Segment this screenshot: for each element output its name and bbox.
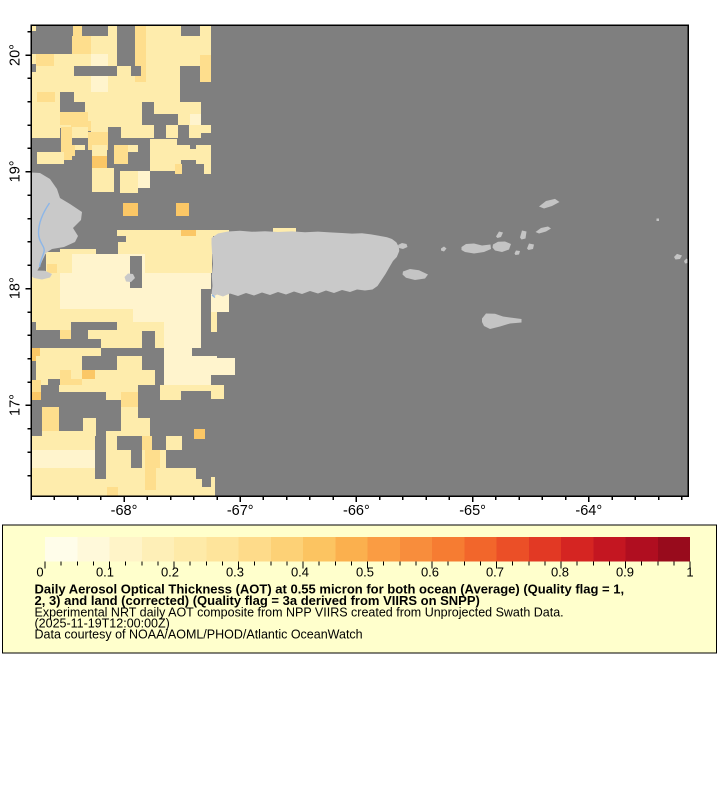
svg-text:0.4: 0.4 [291, 565, 309, 580]
svg-text:0.2: 0.2 [161, 565, 179, 580]
svg-text:0.6: 0.6 [421, 565, 439, 580]
svg-text:17°: 17° [8, 394, 24, 416]
svg-text:20°: 20° [8, 44, 24, 66]
svg-text:1: 1 [686, 565, 693, 580]
svg-text:Data courtesy of NOAA/AOML/PHO: Data courtesy of NOAA/AOML/PHOD/Atlantic… [35, 628, 363, 642]
svg-text:-67°: -67° [227, 503, 254, 519]
svg-text:0.1: 0.1 [96, 565, 114, 580]
svg-text:-68°: -68° [111, 503, 138, 519]
svg-text:0.8: 0.8 [551, 565, 569, 580]
svg-text:(2025-11-19T12:00:00Z): (2025-11-19T12:00:00Z) [35, 617, 170, 631]
svg-text:Experimental NRT daily AOT com: Experimental NRT daily AOT composite fro… [35, 606, 564, 620]
svg-text:0.7: 0.7 [486, 565, 504, 580]
svg-text:Daily Aerosol Optical Thicknes: Daily Aerosol Optical Thickness (AOT) at… [35, 582, 625, 597]
svg-text:-66°: -66° [343, 503, 370, 519]
svg-text:-65°: -65° [459, 503, 486, 519]
svg-text:18°: 18° [8, 277, 24, 299]
svg-text:2, 3) and land (corrected) (Qu: 2, 3) and land (corrected) (Quality flag… [35, 593, 480, 608]
svg-text:19°: 19° [8, 160, 24, 182]
svg-text:0.5: 0.5 [356, 565, 374, 580]
svg-text:0: 0 [36, 565, 43, 580]
svg-text:0.9: 0.9 [616, 565, 634, 580]
svg-text:-64°: -64° [575, 503, 602, 519]
svg-text:0.3: 0.3 [226, 565, 244, 580]
